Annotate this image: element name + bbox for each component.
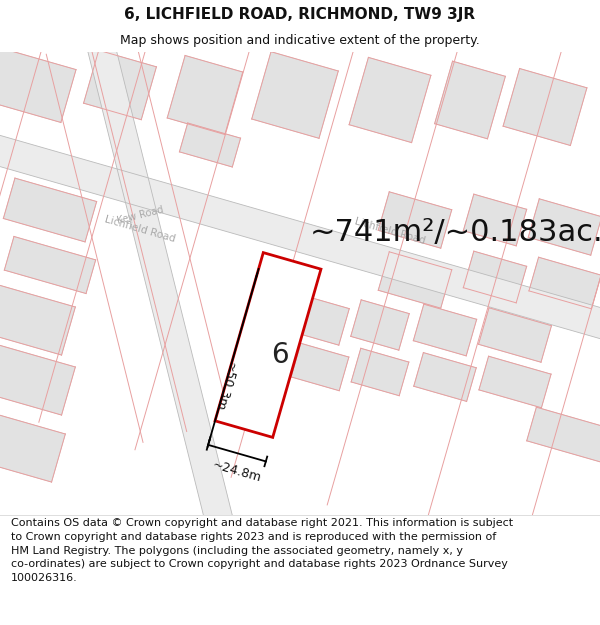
Text: ~50.3m: ~50.3m — [212, 361, 238, 413]
Polygon shape — [13, 0, 283, 625]
Polygon shape — [83, 50, 157, 120]
Polygon shape — [215, 253, 321, 438]
Text: 6, LICHFIELD ROAD, RICHMOND, TW9 3JR: 6, LICHFIELD ROAD, RICHMOND, TW9 3JR — [124, 7, 476, 22]
Polygon shape — [434, 61, 505, 139]
Polygon shape — [351, 300, 409, 350]
Polygon shape — [479, 308, 551, 362]
Text: ~24.8m: ~24.8m — [211, 458, 263, 484]
Text: Lichfield Road: Lichfield Road — [103, 214, 176, 244]
Polygon shape — [378, 252, 452, 308]
Polygon shape — [528, 199, 600, 255]
Polygon shape — [0, 58, 600, 417]
Polygon shape — [291, 295, 349, 345]
Polygon shape — [463, 251, 527, 303]
Polygon shape — [0, 412, 65, 482]
Polygon shape — [503, 69, 587, 146]
Polygon shape — [413, 304, 476, 356]
Polygon shape — [463, 194, 527, 246]
Text: ~741m²/~0.183ac.: ~741m²/~0.183ac. — [310, 219, 600, 248]
Polygon shape — [252, 52, 338, 138]
Polygon shape — [0, 345, 76, 415]
Polygon shape — [414, 352, 476, 401]
Polygon shape — [529, 258, 600, 309]
Polygon shape — [351, 348, 409, 396]
Polygon shape — [0, 285, 76, 355]
Polygon shape — [4, 236, 95, 294]
Polygon shape — [167, 56, 243, 134]
Polygon shape — [349, 58, 431, 142]
Polygon shape — [527, 407, 600, 463]
Polygon shape — [378, 192, 452, 248]
Text: 6: 6 — [271, 341, 289, 369]
Text: Lichfield Road: Lichfield Road — [353, 216, 427, 246]
Polygon shape — [291, 343, 349, 391]
Polygon shape — [479, 356, 551, 408]
Polygon shape — [0, 48, 76, 122]
Polygon shape — [4, 178, 97, 242]
Text: Kew Road: Kew Road — [116, 204, 164, 226]
Text: Map shows position and indicative extent of the property.: Map shows position and indicative extent… — [120, 34, 480, 47]
Polygon shape — [179, 123, 241, 167]
Text: Contains OS data © Crown copyright and database right 2021. This information is : Contains OS data © Crown copyright and d… — [11, 518, 513, 582]
